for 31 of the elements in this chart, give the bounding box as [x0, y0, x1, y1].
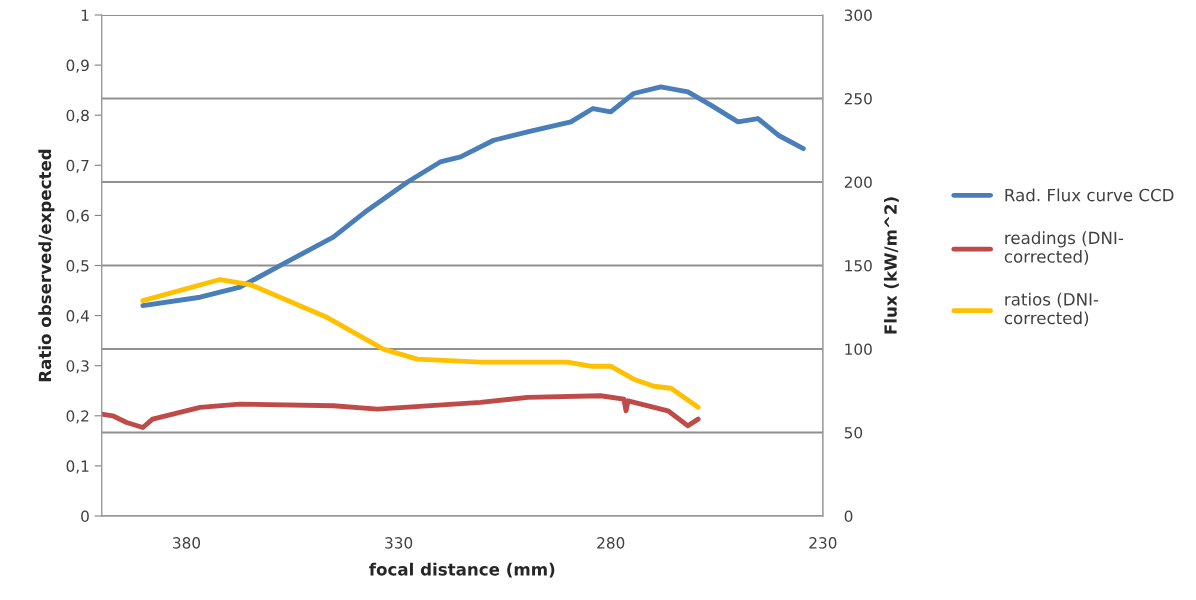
y2-tick-label: 200 — [844, 176, 872, 189]
y2-tick-label: 150 — [845, 259, 872, 272]
y-tick-label: 1 — [81, 9, 89, 21]
y2-tick-label: 300 — [844, 9, 872, 22]
x-tick-label: 230 — [809, 537, 837, 549]
y-tick-label: 0 — [81, 510, 89, 523]
x-tick-label: 330 — [385, 537, 413, 549]
y-tick-label: 0,1 — [66, 460, 89, 474]
legend-label: readings (DNI-corrected) — [1004, 231, 1124, 265]
y2-tick-label: 50 — [844, 426, 863, 439]
y-tick-label: 0,9 — [66, 59, 89, 73]
x-axis-title: focal distance (mm) — [369, 562, 555, 578]
y2-tick-label: 100 — [845, 343, 872, 356]
y2-tick-label: 250 — [844, 92, 872, 105]
line-series — [140, 277, 701, 410]
y2-tick-label: 0 — [844, 510, 853, 523]
x-tick-label: 380 — [173, 537, 201, 549]
y-tick-label: 0,6 — [66, 209, 89, 223]
y-axis-title: Ratio observed/expected — [38, 149, 55, 382]
x-tick-label: 280 — [597, 537, 625, 549]
legend-label: ratios (DNI-corrected) — [1004, 292, 1099, 327]
y2-axis-title: Flux (kW/m^2) — [883, 197, 899, 334]
line-series — [101, 393, 701, 430]
y-tick-label: 0,2 — [66, 410, 89, 424]
line-series — [140, 84, 806, 309]
y-tick-label: 0,4 — [66, 310, 89, 324]
y-tick-label: 0,5 — [66, 259, 89, 274]
legend-label: Rad. Flux curve CCD — [1005, 188, 1174, 202]
y-tick-label: 0,8 — [66, 109, 89, 123]
y-tick-label: 0,3 — [66, 360, 89, 374]
y-tick-label: 0,7 — [66, 159, 89, 173]
